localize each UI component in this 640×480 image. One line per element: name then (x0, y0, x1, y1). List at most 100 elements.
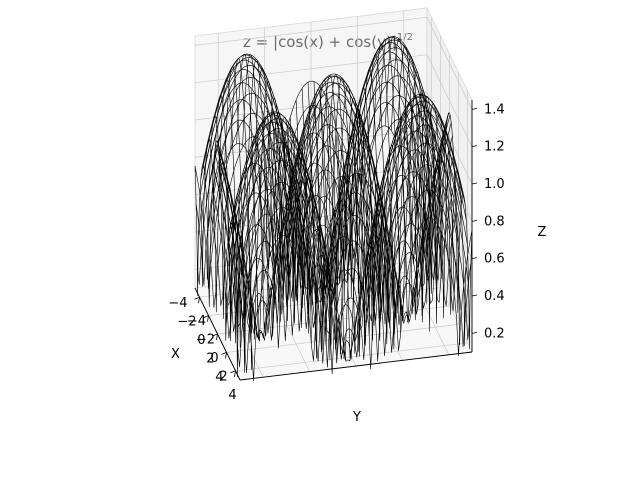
wire-line-x (199, 51, 432, 301)
x-tick-mark (212, 333, 218, 337)
wire-line-y (242, 54, 288, 337)
z-tick-label: 1.2 (484, 140, 505, 155)
y-tick-label: 0 (210, 351, 218, 366)
y-axis-label: Y (352, 410, 361, 425)
y-tick-mark (216, 333, 218, 341)
y-tick-mark (234, 370, 236, 377)
wire-line-y (385, 35, 431, 324)
wire-line-x (220, 93, 453, 349)
wire-line-y (206, 115, 253, 371)
x-tick-label: 4 (215, 370, 223, 385)
y-tick-label: −2 (196, 333, 215, 348)
z-tick-label: 0.2 (484, 326, 505, 341)
wire-line-x (239, 172, 473, 381)
wire-line-x (202, 36, 436, 303)
wire-line-y (361, 68, 407, 309)
wire-line-y (343, 132, 389, 345)
wire-line-x (197, 81, 430, 285)
x-axis-label: X (171, 347, 180, 362)
wire-line-y (283, 119, 330, 348)
y-tick-mark (198, 297, 200, 304)
wire-line-y (266, 97, 312, 344)
x-tick-mark (221, 352, 227, 355)
wire-line-y (420, 112, 467, 347)
z-tick-label: 0.8 (484, 214, 505, 229)
gridline-right-z (426, 91, 473, 185)
wire-line-y (337, 113, 384, 341)
y-tick-mark (225, 352, 227, 359)
wire-line-y (426, 112, 473, 350)
wire-line-y (230, 57, 276, 340)
wire-line-y (301, 79, 348, 356)
wire-line-y (278, 140, 324, 353)
wire-line-y (224, 66, 270, 344)
wire-line-y (194, 140, 241, 378)
z-tick-label: 1.4 (484, 102, 505, 117)
wire-line-y (397, 45, 443, 323)
y-tick-label: 2 (219, 369, 227, 384)
x-tick-mark (203, 315, 209, 318)
x-tick-mark (194, 296, 200, 300)
wire-line-y (307, 74, 354, 361)
x-tick-label: 0 (197, 333, 205, 348)
axis-labels: X Y Z (171, 225, 547, 425)
axes-lines (194, 100, 478, 381)
x-tick-label: 2 (206, 351, 214, 366)
wire-line-x (209, 118, 443, 308)
wire-line-x (237, 164, 470, 368)
x-tick-label: −2 (177, 315, 196, 330)
z-tick-mark (471, 107, 478, 110)
y-tick-mark (207, 315, 209, 322)
surface-wireframe (194, 35, 473, 381)
wire-line-y (272, 118, 318, 359)
z-tick-label: 0.6 (484, 252, 505, 267)
gridline-right-z (426, 17, 473, 110)
wire-line-y (313, 73, 360, 360)
wire-line-x (207, 75, 440, 289)
wire-line-y (236, 53, 282, 342)
chart-title-exponent: 1/2 (397, 32, 413, 43)
z-tick-mark (471, 145, 478, 148)
z-tick-label: 1.0 (484, 177, 505, 192)
wire-line-x (215, 75, 449, 334)
z-axis-label: Z (538, 225, 547, 240)
y-axis-line (239, 351, 473, 381)
y-tick-label: −4 (187, 314, 206, 329)
wire-line-y (295, 89, 342, 361)
z-tick-label: 0.4 (484, 289, 505, 304)
chart-title: z = |cos(x) + cos(y)|1/2 (243, 32, 413, 51)
wire-line-y (254, 68, 300, 323)
wire-line-y (325, 85, 372, 357)
wire-line-y (248, 58, 294, 329)
z-tick-mark (471, 257, 478, 260)
wire-line-y (414, 89, 461, 345)
gridline-right-z (426, 129, 473, 222)
z-tick-mark (471, 294, 478, 297)
z-tick-mark (471, 182, 478, 185)
wire-line-x (206, 59, 439, 290)
gridline-back-z (194, 16, 428, 46)
wire-line-y (218, 78, 265, 354)
gridline-right-z (426, 54, 473, 147)
y-tick-label: 4 (228, 388, 236, 403)
z-tick-mark (471, 331, 478, 334)
chart-title-base: z = |cos(x) + cos(y)| (243, 33, 397, 51)
wire-line-y (379, 37, 425, 320)
wire-line-x (216, 73, 450, 339)
wire-line-x (233, 110, 467, 364)
x-tick-label: −4 (168, 296, 187, 311)
wire-line-y (408, 71, 455, 324)
wire-line-y (319, 77, 366, 354)
wire-line-y (349, 108, 395, 350)
wire-line-y (200, 138, 247, 373)
gridline-back-z (194, 54, 428, 84)
x-tick-mark (230, 370, 236, 374)
wire-line-x (230, 93, 464, 354)
wire-line-x (231, 95, 465, 362)
z-tick-mark (471, 219, 478, 222)
wire-line-x (198, 64, 431, 290)
wire-line-y (391, 38, 437, 321)
wire-line-y (355, 87, 401, 334)
